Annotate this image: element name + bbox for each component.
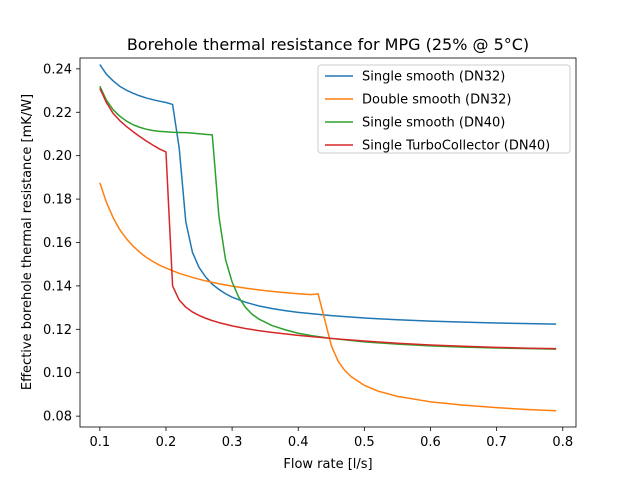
- y-tick-label: 0.24: [43, 62, 72, 77]
- series-line-4: [99, 88, 557, 350]
- x-tick-label: 0.5: [354, 435, 375, 450]
- x-tick-label: 0.6: [420, 435, 441, 450]
- y-axis-label: Effective borehole thermal resistance [m…: [20, 94, 35, 390]
- legend-label: Single smooth (DN32): [362, 70, 505, 85]
- chart-title: Borehole thermal resistance for MPG (25%…: [127, 35, 529, 54]
- series-line-2: [99, 182, 557, 412]
- legend-frame: [317, 64, 571, 154]
- y-tick-label: 0.08: [43, 410, 72, 425]
- plot-area: 0.1 0.2 0.3 0.4 0.5 0.6 0.7 0.8 0.08 0.10 0.12 0.14…: [43, 57, 577, 450]
- legend-label: Single TurboCollector (DN40): [362, 139, 550, 154]
- x-tick-label: 0.7: [486, 435, 507, 450]
- legend-label: Single smooth (DN40): [362, 116, 505, 131]
- y-tick-label: 0.18: [43, 193, 72, 208]
- x-axis-label: Flow rate [l/s]: [283, 457, 372, 472]
- x-tick-label: 0.4: [288, 435, 309, 450]
- y-tick-label: 0.20: [43, 149, 72, 164]
- x-tick-label: 0.2: [156, 435, 177, 450]
- series-line-1: [99, 64, 557, 325]
- y-tick-label: 0.14: [43, 279, 72, 294]
- y-tick-label: 0.10: [43, 366, 72, 381]
- y-tick-label: 0.22: [43, 106, 72, 121]
- legend-label: Double smooth (DN32): [362, 93, 511, 108]
- x-tick-label: 0.3: [222, 435, 243, 450]
- x-tick-label: 0.8: [552, 435, 573, 450]
- series-line-3: [99, 85, 557, 350]
- x-tick-label: 0.1: [89, 435, 110, 450]
- y-tick-label: 0.12: [43, 323, 72, 338]
- legend: Single smooth (DN32) Double smooth (DN32)…: [317, 64, 571, 154]
- y-tick-label: 0.16: [43, 236, 72, 251]
